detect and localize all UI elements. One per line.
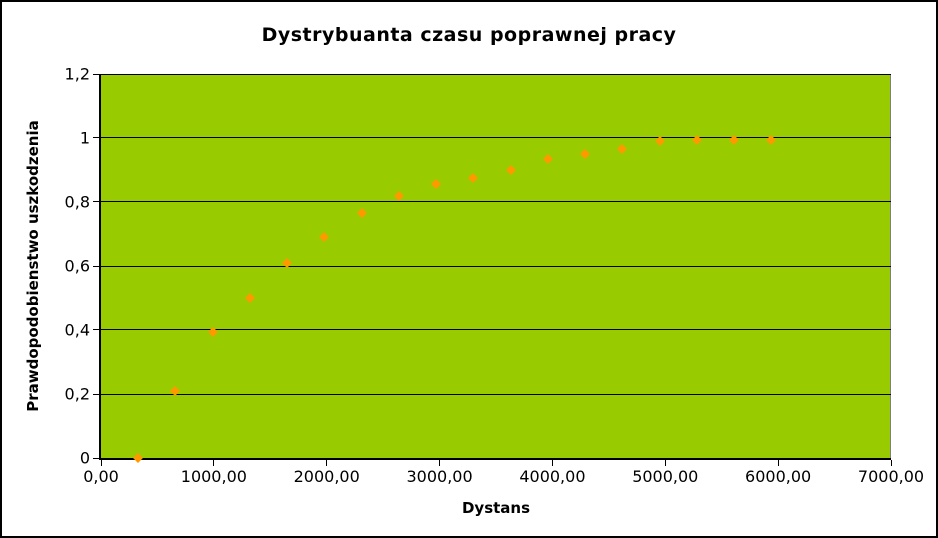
x-tick-label: 3000,00 <box>406 467 473 486</box>
data-point-marker-2 <box>207 326 218 337</box>
gridline-y-1 <box>101 137 891 139</box>
y-axis-tick <box>93 393 99 395</box>
x-tick-label: 1000,00 <box>180 467 247 486</box>
x-axis-tick <box>777 460 779 466</box>
gridline-y-0,4 <box>101 329 891 331</box>
data-point-marker-11 <box>542 153 553 164</box>
y-tick-label: 0 <box>79 448 90 468</box>
x-axis-tick <box>664 460 666 466</box>
y-tick-label: 1 <box>79 128 90 148</box>
data-point-marker-3 <box>245 293 255 303</box>
x-tick-label: 7000,00 <box>857 467 925 486</box>
gridline-y-0,8 <box>101 201 891 203</box>
y-axis-tick <box>93 329 99 331</box>
y-axis-tick <box>93 73 99 75</box>
data-point-marker-5 <box>319 232 330 243</box>
x-axis-tick <box>100 460 102 466</box>
x-axis-tick <box>890 460 892 466</box>
x-axis-tick <box>439 460 441 466</box>
gridline-y-0,6 <box>101 265 891 267</box>
y-tick-label: 1,2 <box>64 64 90 84</box>
data-point-marker-16 <box>729 134 740 145</box>
data-point-marker-9 <box>468 173 479 183</box>
x-tick-label: 4000,00 <box>519 467 586 486</box>
y-axis-line <box>99 74 101 460</box>
data-point-marker-10 <box>505 165 516 175</box>
y-axis-title: Prawdopodobienstwo uszkodzenia <box>24 120 42 412</box>
y-axis-tick <box>93 457 99 459</box>
x-tick-label: 6000,00 <box>745 467 812 486</box>
y-tick-label: 0,2 <box>64 384 90 404</box>
y-tick-label: 0,8 <box>64 192 90 212</box>
data-point-marker-8 <box>431 179 442 190</box>
gridline-y-1,2 <box>101 73 891 75</box>
x-axis-title: Dystans <box>461 499 531 517</box>
data-point-marker-13 <box>617 144 628 155</box>
data-point-marker-12 <box>580 149 591 159</box>
gridline-y-0 <box>101 457 891 459</box>
data-point-marker-15 <box>691 134 702 145</box>
data-point-marker-6 <box>356 208 367 219</box>
y-axis-tick <box>93 201 99 203</box>
x-tick-label: 2000,00 <box>293 467 360 486</box>
y-axis-tick <box>93 137 99 139</box>
x-tick-label: 0,00 <box>83 467 119 486</box>
x-axis-tick <box>213 460 215 466</box>
y-axis-tick <box>93 265 99 267</box>
plot-area: 0 0,2 0,4 0,6 0,8 1 1,2 0,00 1000,00 2000,00 3000,… <box>65 65 925 487</box>
y-tick-label: 0,4 <box>64 320 90 340</box>
data-point-marker-17 <box>766 134 777 145</box>
y-tick-label: 0,6 <box>64 256 90 276</box>
x-axis-tick <box>326 460 328 466</box>
x-axis-tick <box>551 460 553 466</box>
data-point-marker-7 <box>393 190 404 201</box>
gridline-y-0,2 <box>101 393 891 395</box>
data-point-marker-0 <box>133 453 144 463</box>
x-tick-label: 5000,00 <box>632 467 699 486</box>
x-axis-line <box>99 458 891 460</box>
chart-title: Dystrybuanta czasu poprawnej pracy <box>261 24 677 46</box>
